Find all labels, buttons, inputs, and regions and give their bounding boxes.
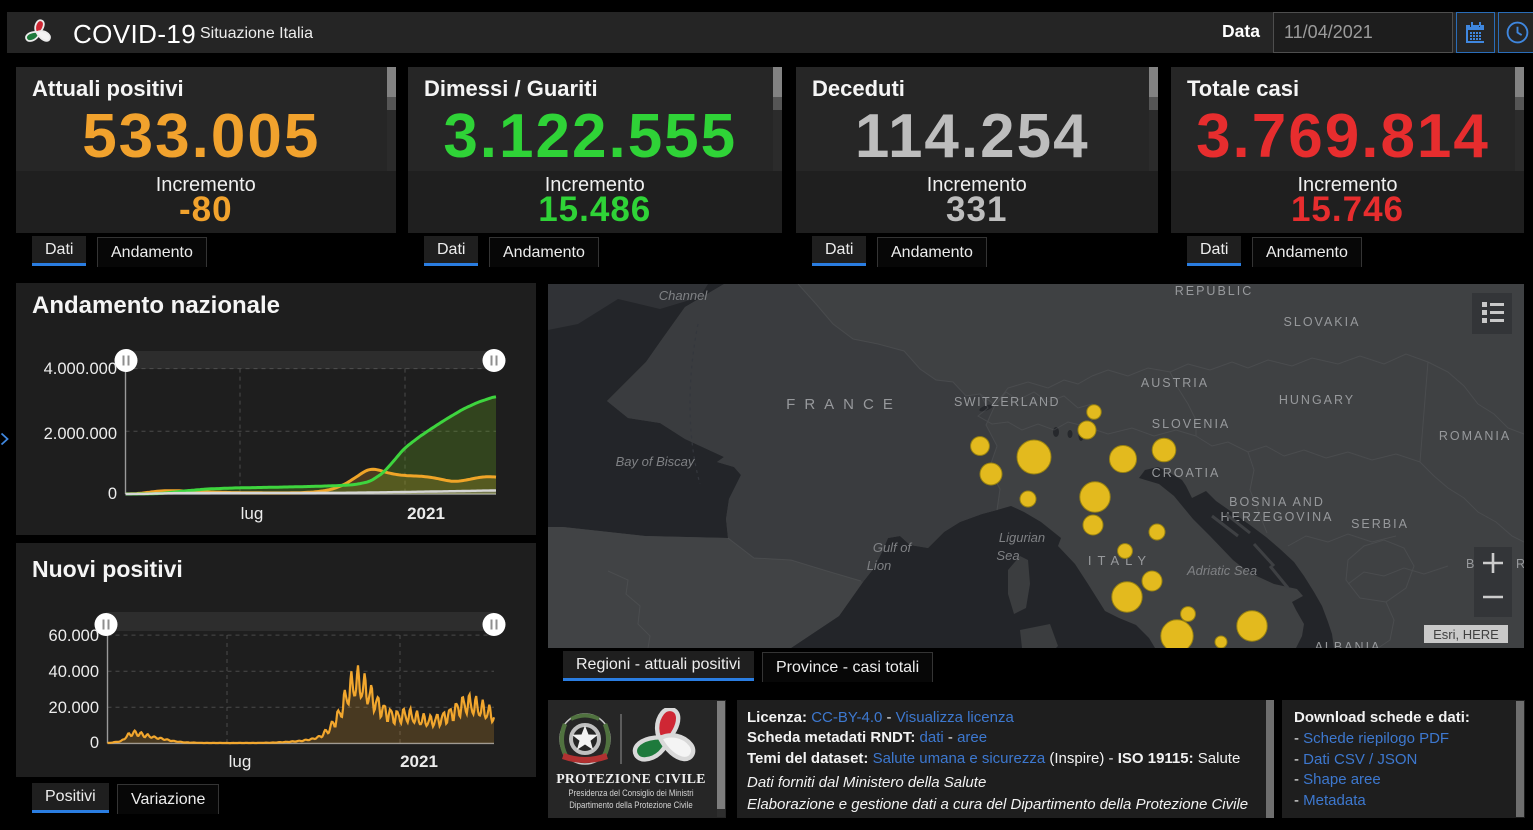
svg-text:60.000: 60.000 [49,627,99,645]
svg-text:Lion: Lion [867,558,892,573]
svg-text:FRANCE: FRANCE [786,396,902,413]
svg-text:Gulf of: Gulf of [873,540,913,555]
svg-text:SLOVENIA: SLOVENIA [1152,417,1231,431]
svg-text:HERZEGOVINA: HERZEGOVINA [1221,510,1334,524]
svg-text:Bay of Biscay: Bay of Biscay [616,454,696,469]
svg-text:40.000: 40.000 [49,663,99,681]
svg-text:REPUBLIC: REPUBLIC [1175,284,1254,298]
svg-text:2.000.000: 2.000.000 [44,425,117,443]
svg-text:CROATIA: CROATIA [1152,466,1221,480]
svg-text:Channel: Channel [659,288,709,303]
svg-text:ALBANIA: ALBANIA [1315,640,1382,648]
svg-text:SLOVAKIA: SLOVAKIA [1284,315,1361,329]
svg-text:lug: lug [241,504,264,523]
svg-text:20.000: 20.000 [49,699,99,717]
svg-text:AUSTRIA: AUSTRIA [1141,376,1209,390]
svg-text:R: R [1516,557,1524,571]
svg-text:Sea: Sea [996,548,1019,563]
svg-text:lug: lug [229,752,252,771]
svg-text:4.000.000: 4.000.000 [44,360,117,378]
svg-text:ROMANIA: ROMANIA [1439,429,1511,443]
svg-text:ITALY: ITALY [1088,553,1152,568]
svg-text:0: 0 [90,734,99,752]
svg-text:BOSNIA AND: BOSNIA AND [1229,495,1325,509]
svg-text:HUNGARY: HUNGARY [1279,393,1355,407]
svg-text:B: B [1466,557,1474,571]
svg-text:2021: 2021 [407,504,445,523]
svg-text:SERBIA: SERBIA [1351,517,1409,531]
svg-text:SWITZERLAND: SWITZERLAND [954,395,1060,409]
svg-text:2021: 2021 [400,752,438,771]
svg-text:Adriatic Sea: Adriatic Sea [1186,563,1257,578]
svg-text:0: 0 [108,485,117,503]
svg-text:Ligurian: Ligurian [999,530,1045,545]
svg-text:Esri, HERE: Esri, HERE [1433,627,1499,642]
